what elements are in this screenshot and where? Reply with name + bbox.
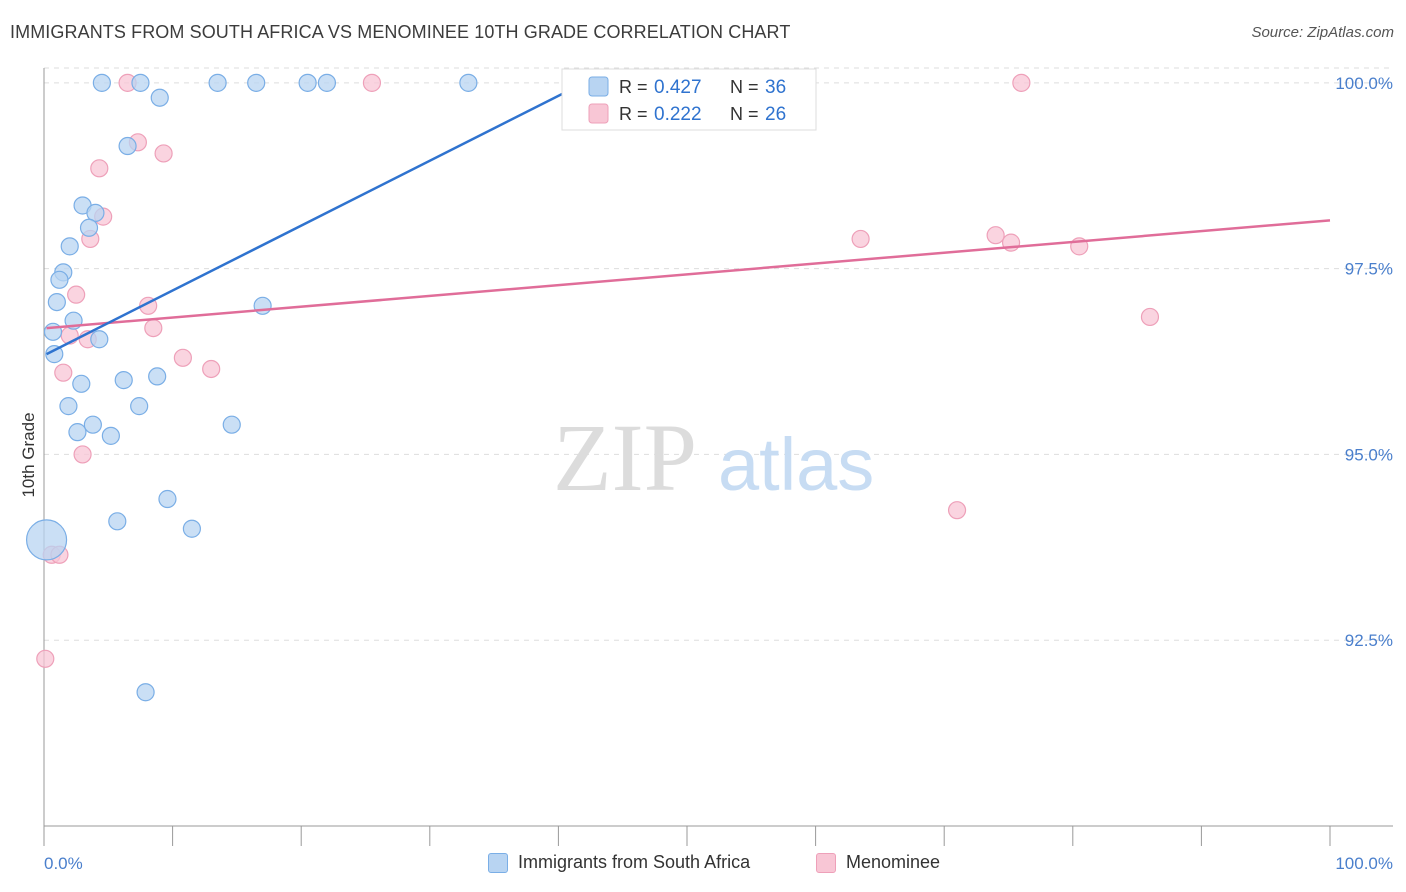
south-africa-point xyxy=(148,367,167,386)
source-credit: Source: ZipAtlas.com xyxy=(1251,24,1394,41)
south-africa-point xyxy=(130,397,149,416)
south-africa-point xyxy=(150,88,169,107)
menominee-point xyxy=(154,144,173,163)
south-africa-trend-line xyxy=(46,81,585,356)
south-africa-point xyxy=(222,415,241,434)
legend-swatch-south-africa xyxy=(488,852,508,873)
south-africa-point xyxy=(247,73,266,92)
chart-title: IMMIGRANTS FROM SOUTH AFRICA VS MENOMINE… xyxy=(10,22,791,42)
legend-swatch-blue xyxy=(588,76,609,97)
menominee-point xyxy=(67,285,86,304)
menominee-point xyxy=(36,649,55,668)
correlation-legend: R = 0.427 N = 36 R = 0.222 N = 26 xyxy=(561,68,817,131)
south-africa-point xyxy=(59,397,78,416)
y-tick-label: 97.5% xyxy=(1345,260,1393,279)
x-tick-label-right: 100.0% xyxy=(1335,854,1393,873)
legend-swatch-menominee xyxy=(816,852,836,873)
menominee-point xyxy=(202,359,221,379)
y-tick-label: 100.0% xyxy=(1335,74,1393,93)
watermark: ZIP atlas xyxy=(553,404,874,511)
y-tick-label: 95.0% xyxy=(1345,445,1393,464)
watermark-atlas: atlas xyxy=(718,423,874,506)
south-africa-point xyxy=(136,683,155,702)
menominee-point xyxy=(144,318,163,338)
menominee-trend-line xyxy=(46,219,1331,330)
legend-r-label: R = xyxy=(619,104,648,124)
south-africa-point xyxy=(72,374,91,393)
legend-r-value: 0.427 xyxy=(654,77,702,98)
y-axis-label: 10th Grade xyxy=(19,412,38,497)
south-africa-point xyxy=(108,512,127,531)
south-africa-point xyxy=(114,371,133,390)
menominee-point xyxy=(1140,307,1160,327)
ticks: 100.0% 97.5% 95.0% 92.5% xyxy=(1335,74,1393,650)
axes xyxy=(43,68,1393,846)
series-legend: Immigrants from South Africa Menominee xyxy=(0,852,1406,878)
south-africa-point xyxy=(83,415,102,434)
legend-label-south-africa: Immigrants from South Africa xyxy=(518,852,751,872)
menominee-point xyxy=(947,501,967,520)
south-africa-point xyxy=(118,136,137,156)
menominee-point xyxy=(173,348,192,367)
south-africa-point xyxy=(298,73,317,92)
south-africa-points xyxy=(25,73,761,702)
legend-label-menominee: Menominee xyxy=(846,852,941,872)
south-africa-point xyxy=(79,218,99,237)
south-africa-point xyxy=(68,423,87,442)
south-africa-point xyxy=(101,426,120,445)
legend-n-label: N = xyxy=(730,77,759,97)
south-africa-point xyxy=(253,296,272,315)
x-tick-label-left: 0.0% xyxy=(44,854,83,873)
legend-item-south-africa: Immigrants from South Africa xyxy=(488,852,750,873)
legend-n-label: N = xyxy=(730,104,759,124)
menominee-point xyxy=(362,73,382,92)
menominee-point xyxy=(986,226,1005,245)
south-africa-point xyxy=(45,345,64,364)
legend-n-value: 26 xyxy=(765,104,786,125)
south-africa-point xyxy=(158,489,177,509)
south-africa-point xyxy=(182,519,201,538)
menominee-point xyxy=(851,229,870,249)
menominee-point xyxy=(73,445,92,464)
menominee-point xyxy=(54,363,73,382)
south-africa-point xyxy=(60,237,79,256)
gridlines xyxy=(44,67,1393,641)
legend-swatch-pink xyxy=(588,103,609,124)
south-africa-point xyxy=(25,519,68,561)
menominee-point xyxy=(90,159,109,178)
watermark-zip: ZIP xyxy=(553,404,697,511)
south-africa-point xyxy=(131,73,150,92)
legend-n-value: 36 xyxy=(765,77,786,98)
south-africa-point xyxy=(90,330,109,349)
south-africa-point xyxy=(208,73,227,92)
legend-item-menominee: Menominee xyxy=(816,852,940,873)
south-africa-point xyxy=(92,73,111,92)
south-africa-point xyxy=(317,73,337,92)
south-africa-point xyxy=(47,292,66,312)
menominee-point xyxy=(1012,73,1031,92)
legend-r-value: 0.222 xyxy=(654,104,702,125)
menominee-points xyxy=(36,73,1160,668)
south-africa-point xyxy=(459,73,478,92)
south-africa-point xyxy=(50,270,69,289)
legend-r-label: R = xyxy=(619,77,648,97)
y-tick-label: 92.5% xyxy=(1345,631,1393,650)
